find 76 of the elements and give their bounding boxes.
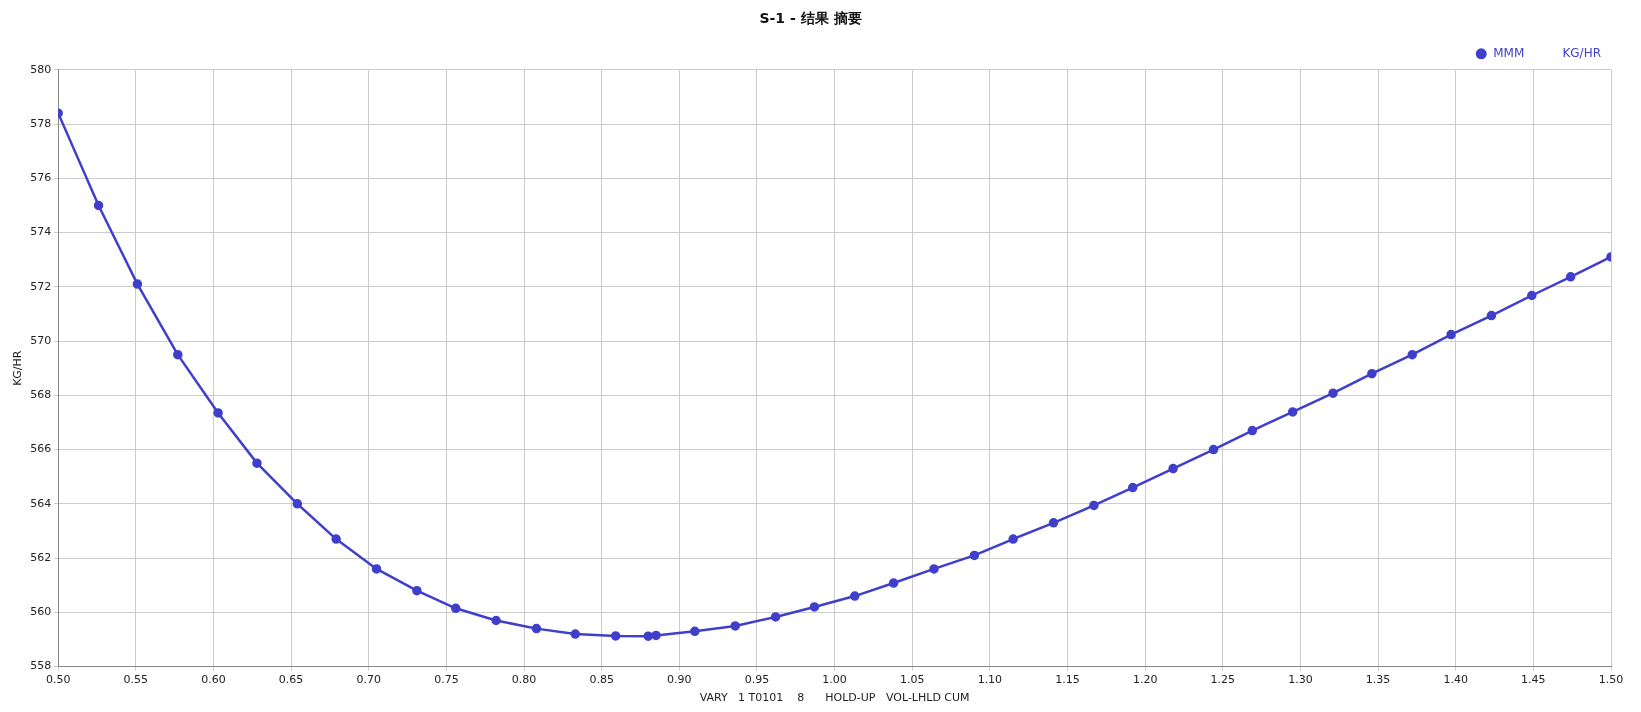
x-tick-label: 0.70 xyxy=(356,673,382,687)
point xyxy=(1446,329,1456,340)
x-tick-label: 0.65 xyxy=(278,673,304,687)
y-axis-title: KG/HR xyxy=(11,350,25,386)
x-tick-label: 1.25 xyxy=(1210,673,1236,687)
point xyxy=(531,623,542,634)
point xyxy=(730,621,740,631)
point xyxy=(1168,463,1178,474)
point xyxy=(252,458,262,468)
point xyxy=(1486,310,1497,321)
y-tick-label: 560 xyxy=(30,605,52,619)
y-tick-label: 566 xyxy=(30,442,52,456)
x-axis-title: VARY 1 T0101 8 HOLD-UP VOL-LHLD CUM xyxy=(699,691,970,705)
x-tick-label: 0.55 xyxy=(123,673,149,687)
point xyxy=(809,602,820,612)
point xyxy=(1208,444,1219,455)
y-tick-label: 578 xyxy=(30,116,52,130)
point xyxy=(929,564,939,574)
point xyxy=(610,631,621,641)
point xyxy=(173,349,183,360)
x-tick-label: 1.45 xyxy=(1521,673,1546,687)
point xyxy=(1407,349,1417,360)
x-tick-label: 1.15 xyxy=(1055,673,1080,687)
point xyxy=(1247,425,1258,436)
point xyxy=(1367,368,1377,379)
x-tick-label: 0.60 xyxy=(201,673,226,687)
point xyxy=(292,499,303,509)
point xyxy=(651,630,661,641)
y-tick-label: 562 xyxy=(30,550,52,564)
x-tick-label: 1.10 xyxy=(977,673,1003,687)
chart-title: S-1 - 结果 摘要 xyxy=(759,10,862,27)
y-tick-label: 558 xyxy=(30,659,52,673)
x-tick-label: 1.50 xyxy=(1598,673,1624,687)
y-tick-label: 576 xyxy=(30,171,52,185)
point xyxy=(1089,500,1099,511)
point xyxy=(371,564,382,574)
point xyxy=(570,629,581,639)
point xyxy=(1328,388,1338,398)
x-tick-label: 1.35 xyxy=(1365,673,1391,687)
x-tick-label: 0.90 xyxy=(667,673,692,687)
point xyxy=(1287,407,1298,417)
point xyxy=(969,550,980,561)
point xyxy=(93,200,104,211)
x-tick-label: 0.50 xyxy=(45,673,71,687)
y-tick-label: 580 xyxy=(30,62,52,76)
point xyxy=(331,534,341,544)
legend-label: MMM KG/HR xyxy=(1493,45,1601,60)
x-tick-label: 0.95 xyxy=(744,673,770,687)
x-tick-label: 1.30 xyxy=(1288,673,1313,687)
point xyxy=(1008,534,1018,544)
point xyxy=(1127,482,1138,493)
x-tick-label: 1.05 xyxy=(899,673,925,687)
point xyxy=(850,591,860,601)
point xyxy=(770,612,781,622)
point xyxy=(888,578,899,588)
y-tick-label: 574 xyxy=(30,225,52,239)
y-tick-label: 572 xyxy=(30,279,52,293)
point xyxy=(213,408,223,418)
y-tick-label: 570 xyxy=(30,333,52,347)
y-tick-label: 564 xyxy=(30,496,52,510)
point xyxy=(1527,290,1537,301)
x-tick-label: 0.85 xyxy=(589,673,614,687)
x-tick-label: 0.75 xyxy=(434,673,459,687)
x-tick-label: 1.40 xyxy=(1443,673,1468,687)
y-tick-label: 568 xyxy=(30,388,52,402)
x-tick-label: 1.00 xyxy=(822,673,847,687)
point xyxy=(1048,518,1059,528)
x-tick-label: 1.20 xyxy=(1132,673,1158,687)
x-tick-label: 0.80 xyxy=(511,673,537,687)
point xyxy=(412,585,422,596)
point xyxy=(132,279,143,289)
point xyxy=(450,603,461,614)
point xyxy=(643,631,654,641)
point xyxy=(690,626,700,637)
point xyxy=(1565,272,1576,282)
point xyxy=(491,615,501,626)
